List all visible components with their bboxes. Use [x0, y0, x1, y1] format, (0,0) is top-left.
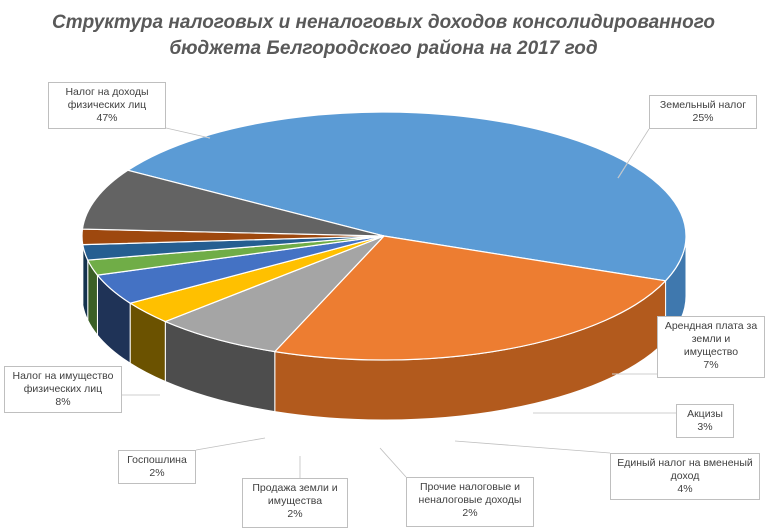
data-label-name-6-1: имущества — [267, 495, 323, 507]
data-label-name-5-0: Прочие налоговые и — [420, 481, 520, 493]
data-label-name-2-2: имущество — [683, 346, 739, 358]
leader-line-shade-1 — [617, 128, 650, 179]
data-label-name-0-1: физических лиц — [67, 99, 147, 111]
pie-slice-2 — [163, 235, 385, 353]
data-label-1: Земельный налог 25% — [649, 95, 757, 129]
data-label-name-2-0: Арендная плата за — [664, 320, 758, 332]
pie-tops — [81, 111, 687, 361]
data-label-5: Прочие налоговые и неналоговые доходы 2% — [406, 477, 534, 527]
pie-slice-0 — [126, 111, 687, 282]
data-label-percent-4: 4% — [677, 483, 693, 495]
data-label-8: Налог на имущество физических лиц 8% — [4, 366, 122, 413]
pie-sides — [81, 235, 687, 421]
data-label-name-7-0: Госпошлина — [127, 454, 187, 466]
data-label-3: Акцизы 3% — [676, 404, 734, 438]
leader-lines — [122, 127, 676, 478]
data-label-0: Налог на доходы физических лиц 47% — [48, 82, 166, 129]
leader-line-shade-7 — [195, 437, 266, 451]
data-label-7: Госпошлина 2% — [118, 450, 196, 484]
data-label-name-6-0: Продажа земли и — [252, 482, 338, 494]
data-label-name-2-1: земли и — [691, 333, 731, 345]
pie-slice-8 — [81, 169, 385, 237]
data-label-percent-0: 47% — [96, 112, 118, 124]
data-label-name-1-0: Земельный налог — [659, 99, 747, 111]
chart-title-line-1: Структура налоговых и неналоговых доходо… — [51, 12, 715, 33]
data-label-name-4-0: Единый налог на вмененый — [617, 457, 753, 469]
data-label-6: Продажа земли и имущества 2% — [242, 478, 348, 528]
data-label-percent-6: 2% — [287, 508, 303, 520]
chart-title: Структура налоговых и неналоговых доходо… — [0, 10, 767, 62]
data-label-name-3-0: Акцизы — [687, 408, 723, 420]
data-label-percent-2: 7% — [703, 359, 719, 371]
chart-title-line-2: бюджета Белгородского района на 2017 год — [169, 38, 598, 59]
pie-slice-1 — [273, 235, 667, 361]
data-label-name-4-1: доход — [670, 470, 700, 482]
data-label-percent-7: 2% — [149, 467, 165, 479]
data-label-percent-3: 3% — [697, 421, 713, 433]
data-label-name-8-1: физических лиц — [23, 383, 103, 395]
data-label-name-5-1: неналоговые доходы — [418, 494, 522, 506]
data-label-4: Единый налог на вмененый доход 4% — [610, 453, 760, 500]
leader-line-shade-4 — [454, 440, 611, 454]
data-label-name-0-0: Налог на доходы — [65, 86, 149, 98]
data-label-percent-1: 25% — [692, 112, 714, 124]
data-label-name-8-0: Налог на имущество — [12, 370, 114, 382]
data-label-percent-8: 8% — [55, 396, 71, 408]
data-label-percent-5: 2% — [462, 507, 478, 519]
data-label-2: Арендная плата за земли и имущество 7% — [657, 316, 765, 378]
leader-line-shade-0 — [165, 127, 211, 139]
leader-line-shade-5 — [379, 447, 407, 478]
